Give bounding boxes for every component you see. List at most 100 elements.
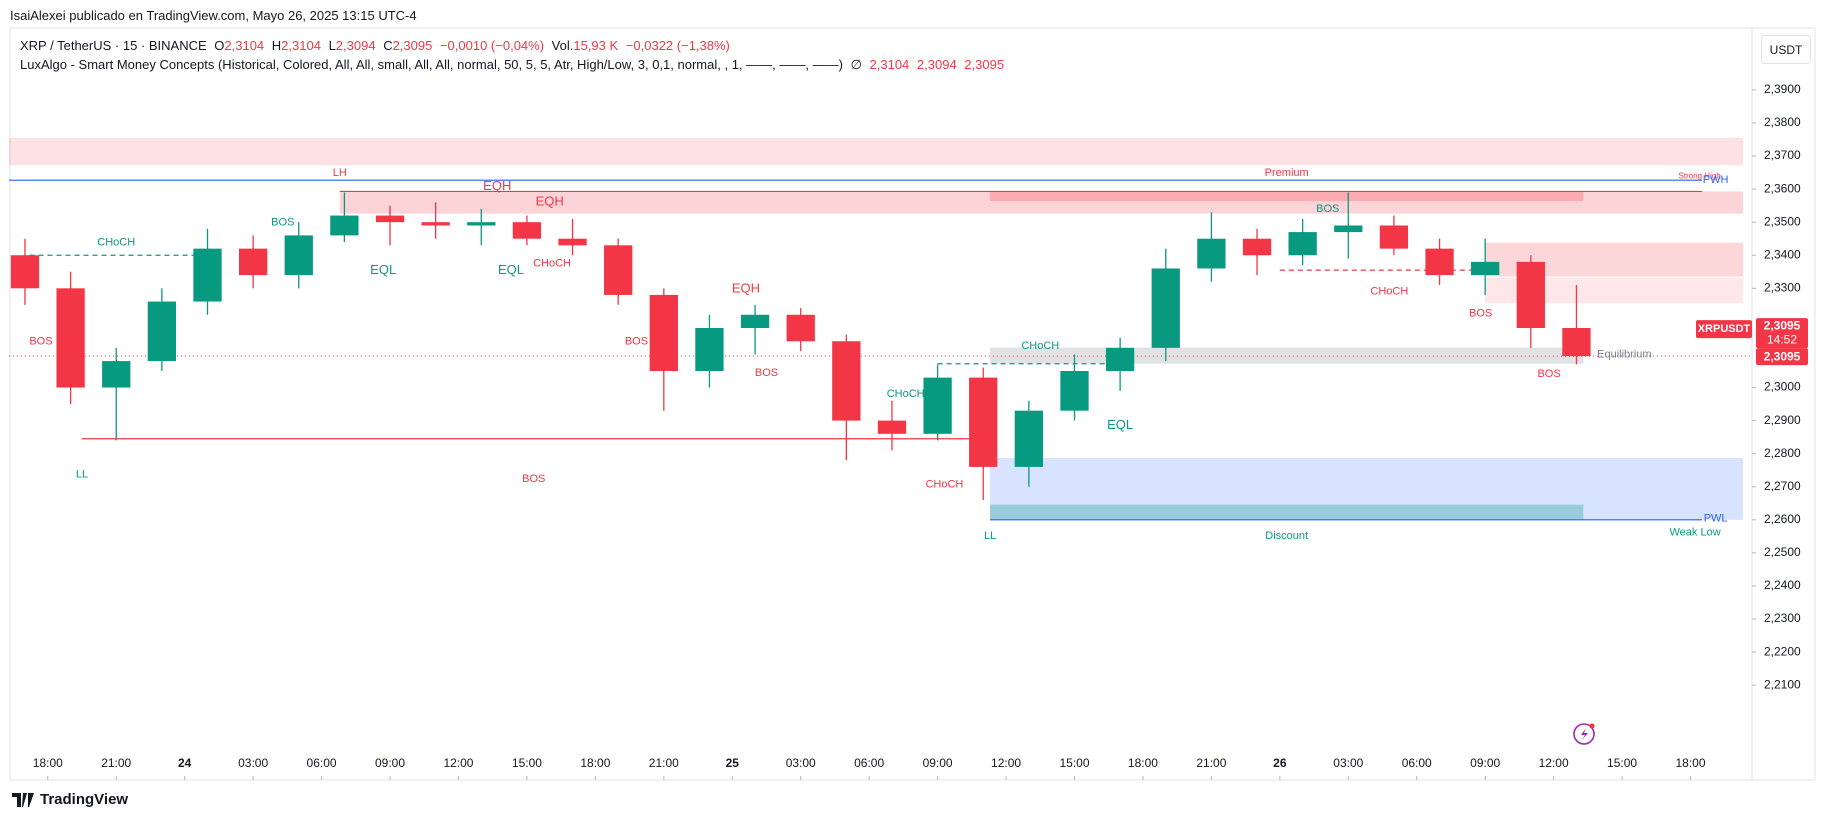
y-tick-label: 2,3800: [1764, 115, 1801, 129]
y-tick-label: 2,2900: [1764, 413, 1801, 427]
smc-label: LL: [984, 530, 996, 542]
indicator-symbol: ∅: [850, 57, 862, 72]
ohlc-value: 2,3094: [335, 38, 376, 53]
last-price-text: 2,3095: [1764, 349, 1801, 363]
symbol-tag: [1696, 320, 1752, 339]
smc-label: BOS: [625, 335, 648, 347]
ohlc-label: L: [328, 38, 336, 53]
smc-label: BOS: [1316, 203, 1339, 215]
x-tick-label: 03:00: [1333, 756, 1363, 770]
smc-zone: [990, 191, 1584, 202]
tv-logo: [12, 792, 34, 807]
candle-body: [969, 377, 998, 467]
candle-body: [1471, 261, 1500, 276]
smc-label: CHoCH: [533, 257, 571, 269]
smc-label: EQH: [732, 281, 760, 296]
y-tick-label: 2,3500: [1764, 214, 1801, 228]
candle-body: [1151, 268, 1180, 348]
plot-layer: CHoCH BOS BOS EQL EQL EQH EQH CHoCH BOS EQH BOS CHo…: [9, 137, 1752, 542]
ohlc-label: O: [214, 38, 225, 53]
countdown-text: 14:52: [1767, 332, 1797, 346]
candle-body: [56, 288, 85, 388]
footer-text: TradingView: [40, 791, 129, 808]
price-countdown-tag: [1756, 318, 1808, 349]
smc-label: CHoCH: [1021, 340, 1059, 352]
vol-label: Vol.: [551, 38, 574, 53]
ohlc-value: 2,3104: [281, 38, 321, 53]
candle-body: [10, 255, 40, 289]
y-tick-label: 2,2300: [1764, 611, 1801, 625]
ohlc-label: C: [383, 38, 393, 53]
smc-zone: [990, 457, 1743, 520]
icon-dot: [1589, 723, 1595, 729]
y-tick-label: 2,2600: [1764, 512, 1801, 526]
x-tick-label: 21:00: [649, 756, 679, 770]
candle-body: [421, 222, 450, 226]
x-tick-label: 21:00: [1196, 756, 1226, 770]
y-tick-label: 2,3600: [1764, 181, 1801, 195]
smc-zone: [9, 137, 1743, 165]
smc-label: BOS: [755, 367, 778, 379]
smc-label: CHoCH: [97, 237, 135, 249]
ohlc-value: 2,3095: [392, 38, 433, 53]
smc-zone: [990, 504, 1584, 520]
smc-label: PWL: [1704, 512, 1728, 524]
smc-label: Premium: [1265, 167, 1309, 179]
smc-label: BOS: [271, 217, 294, 229]
x-tick-label: 12:00: [1539, 756, 1569, 770]
candle-body: [923, 377, 952, 434]
y-tick-label: 2,2500: [1764, 545, 1801, 559]
candle-body: [467, 222, 496, 226]
y-tick-label: 2,3700: [1764, 148, 1801, 162]
tv-logo-shape: [12, 792, 34, 807]
y-tick-label: 2,2100: [1764, 677, 1801, 691]
x-tick-label: 25: [726, 756, 740, 770]
x-tick-label: 09:00: [375, 756, 405, 770]
smc-label: LL: [76, 468, 88, 480]
change: −0,0010 (−0,04%): [439, 38, 545, 53]
candle-body: [330, 215, 359, 236]
y-tick-label: 2,2200: [1764, 644, 1801, 658]
smc-label: CHoCH: [925, 479, 963, 491]
x-tick-label: 15:00: [1059, 756, 1089, 770]
x-tick-label: 09:00: [923, 756, 953, 770]
x-tick-label: 03:00: [238, 756, 268, 770]
currency-button[interactable]: USDT: [1761, 35, 1811, 64]
indicator-legend: LuxAlgo - Smart Money Concepts (Historic…: [20, 57, 1008, 73]
indicator-name[interactable]: LuxAlgo - Smart Money Concepts (Historic…: [20, 57, 843, 72]
price-tag-text: 2,3095: [1764, 318, 1801, 332]
x-tick-label: 06:00: [854, 756, 884, 770]
smc-zone: [990, 347, 1584, 364]
indicator-value: 2,3095: [964, 57, 1005, 72]
x-tick-label: 12:00: [443, 756, 473, 770]
candle-body: [1197, 238, 1226, 269]
x-tick-label: 15:00: [512, 756, 542, 770]
smc-label: Equilibrium: [1597, 348, 1651, 360]
smc-label: EQH: [536, 193, 564, 208]
x-tick-label: 21:00: [101, 756, 131, 770]
candle-body: [375, 215, 405, 223]
smc-label: Strong High: [1679, 172, 1721, 181]
candle-body: [238, 248, 268, 276]
candle-body: [1105, 347, 1135, 371]
candle-body: [1060, 370, 1089, 411]
x-tick-label: 06:00: [1402, 756, 1432, 770]
lightning-icon[interactable]: [1573, 723, 1595, 745]
candle-body: [558, 238, 587, 246]
symbol[interactable]: XRP / TetherUS · 15 · BINANCE: [20, 38, 207, 53]
candle-body: [102, 361, 131, 388]
x-tick-label: 18:00: [580, 756, 610, 770]
smc-label: BOS: [29, 335, 52, 347]
symbol-tag-text: XRPUSDT: [1698, 323, 1751, 335]
ohlc-label: H: [271, 38, 282, 53]
smc-label: Discount: [1265, 530, 1308, 542]
smc-zone: [339, 191, 1743, 214]
y-tick-label: 2,3300: [1764, 280, 1801, 294]
y-tick-label: 2,3900: [1764, 82, 1801, 96]
x-tick-label: 12:00: [991, 756, 1021, 770]
smc-label: EQL: [498, 262, 524, 277]
x-tick-label: 18:00: [33, 756, 63, 770]
candle-body: [1242, 238, 1272, 256]
candle-body: [786, 314, 815, 342]
